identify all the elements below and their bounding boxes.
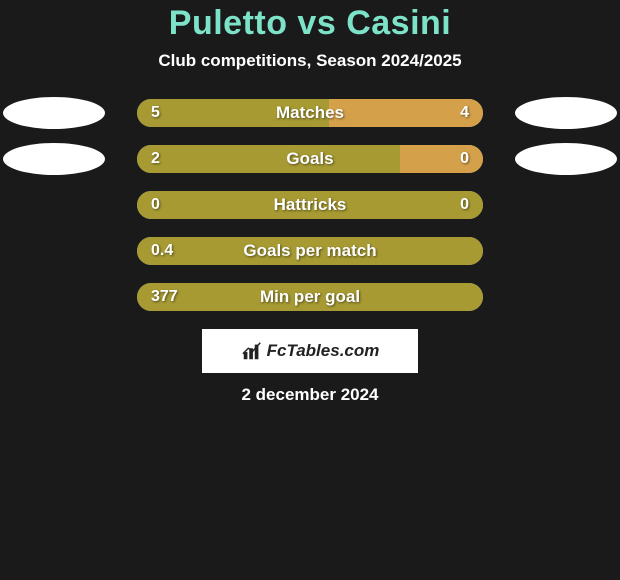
avatar-spacer [515,235,617,267]
stat-row: Min per goal377 [0,283,620,311]
brand-text: FcTables.com [267,341,380,361]
stat-label: Goals [137,149,483,169]
date-text: 2 december 2024 [0,385,620,405]
stat-value-left: 377 [151,288,178,306]
stat-bar: Goals2 0 [137,145,483,173]
stat-row: Goals2 0 [0,145,620,173]
brand-badge-inner: FcTables.com [241,340,380,362]
stat-value-left: 0 [151,196,160,214]
stat-value-left: 0.4 [151,242,173,260]
avatar-spacer [3,235,105,267]
stat-bar: Min per goal377 [137,283,483,311]
stat-value-left: 5 [151,104,160,122]
brand-badge[interactable]: FcTables.com [202,329,418,373]
avatar-spacer [3,189,105,221]
player-avatar-right [515,143,617,175]
stat-value-right: 0 [460,150,469,168]
stats-list: Matches54Goals20Hattricks00Goals per mat… [0,99,620,311]
subtitle: Club competitions, Season 2024/2025 [0,51,620,71]
stat-value-right: 4 [460,104,469,122]
avatar-spacer [515,189,617,221]
stat-row: Hattricks0 0 [0,191,620,219]
stat-label: Hattricks [137,195,483,215]
avatar-spacer [3,281,105,313]
stat-row: Matches5 4 [0,99,620,127]
stat-bar: Goals per match0.4 [137,237,483,265]
stat-label: Min per goal [137,287,483,307]
page-title: Puletto vs Casini [0,4,620,43]
stat-row: Goals per match0.4 [0,237,620,265]
comparison-card: Puletto vs Casini Club competitions, Sea… [0,0,620,405]
stat-label: Matches [137,103,483,123]
bar-chart-icon [241,340,263,362]
stat-label: Goals per match [137,241,483,261]
player-avatar-right [515,97,617,129]
player-avatar-left [3,143,105,175]
stat-value-right: 0 [460,196,469,214]
stat-bar: Hattricks0 0 [137,191,483,219]
avatar-spacer [515,281,617,313]
player-avatar-left [3,97,105,129]
stat-value-left: 2 [151,150,160,168]
stat-bar: Matches5 4 [137,99,483,127]
